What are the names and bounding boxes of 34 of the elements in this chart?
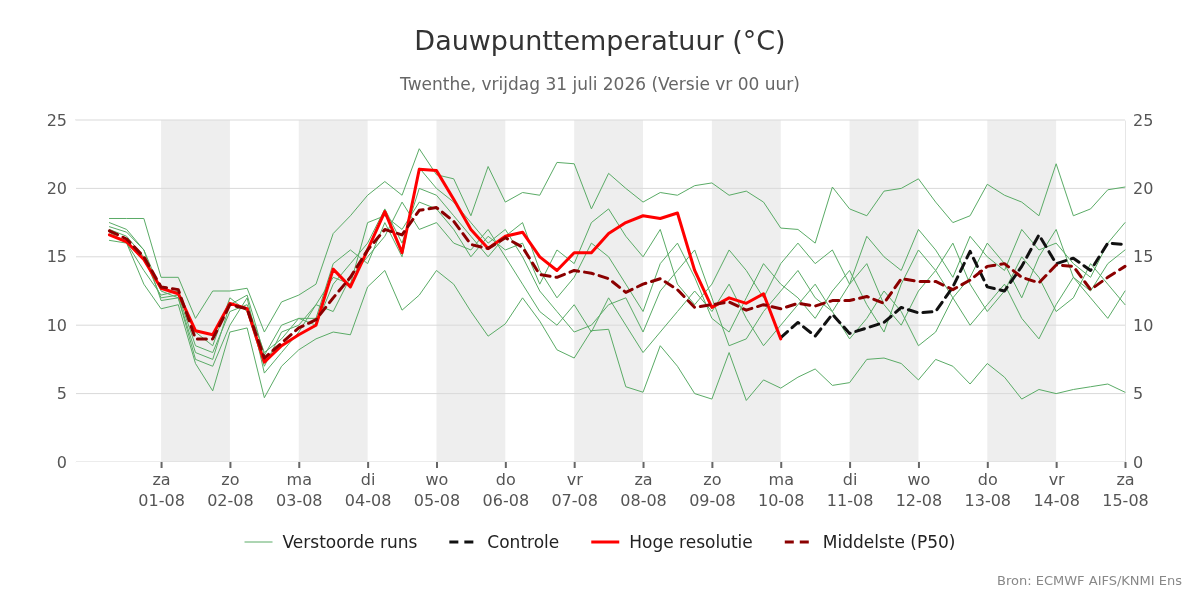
x-tick-label: wo 12-08 [895,470,943,511]
legend-label: Verstoorde runs [282,532,418,552]
x-tick-label: do 13-08 [964,470,1012,511]
x-tick-label: di 04-08 [344,470,392,511]
y2-tick-label: 20 [1133,179,1154,199]
x-tick-label: ma 03-08 [276,470,323,511]
x-tick-label: ma 10-08 [757,470,805,511]
y-tick-label: 10 [46,315,67,335]
y2-tick-label: 5 [1133,384,1144,404]
x-tick-label: zo 09-08 [689,470,736,511]
legend-label: Hoge resolutie [629,532,753,552]
x-tick-label: zo 02-08 [207,470,254,511]
x-tick-label: za 08-08 [620,470,667,511]
y2-tick-label: 15 [1133,247,1154,267]
y-tick-label: 15 [46,247,67,267]
chart-subtitle: Twenthe, vrijdag 31 juli 2026 (Versie vr 00 uur) [399,74,800,94]
y2-tick-label: 10 [1133,315,1154,335]
x-tick-label: za 15-08 [1102,470,1149,511]
x-tick-label: do 06-08 [482,470,530,511]
x-tick-label: za 01-08 [138,470,185,511]
y-tick-label: 25 [46,110,67,130]
y-tick-label: 20 [46,179,67,199]
x-tick-label: vr 14-08 [1033,470,1080,511]
y-tick-label: 5 [56,384,67,404]
legend-label: Middelste (P50) [822,532,956,552]
legend-label: Controle [487,532,560,552]
y-tick-label: 0 [56,452,67,472]
y2-tick-label: 0 [1133,452,1144,472]
x-tick-label: wo 05-08 [413,470,461,511]
x-tick-label: di 11-08 [826,470,874,511]
chart-title: Dauwpunttemperatuur (°C) [414,25,786,56]
y2-tick-label: 25 [1133,110,1154,130]
text: Bron: ECMWF AIFS/KNMI Ens [997,573,1183,588]
x-tick-label: vr 07-08 [551,470,598,511]
